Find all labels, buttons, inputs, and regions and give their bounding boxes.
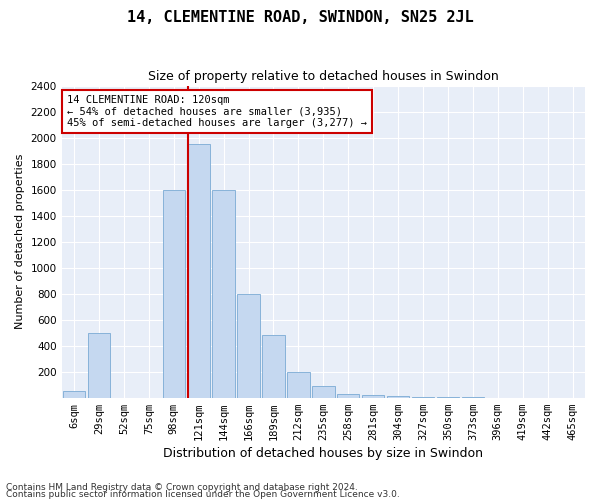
Text: Contains public sector information licensed under the Open Government Licence v3: Contains public sector information licen…: [6, 490, 400, 499]
Bar: [387, 396, 409, 398]
Bar: [287, 372, 310, 398]
Bar: [412, 397, 434, 398]
Bar: [262, 336, 285, 398]
Text: Contains HM Land Registry data © Crown copyright and database right 2024.: Contains HM Land Registry data © Crown c…: [6, 484, 358, 492]
Bar: [212, 190, 235, 398]
Title: Size of property relative to detached houses in Swindon: Size of property relative to detached ho…: [148, 70, 499, 83]
Bar: [337, 394, 359, 398]
Bar: [362, 395, 385, 398]
Bar: [63, 391, 85, 398]
Y-axis label: Number of detached properties: Number of detached properties: [15, 154, 25, 330]
Bar: [312, 386, 335, 398]
Bar: [88, 332, 110, 398]
X-axis label: Distribution of detached houses by size in Swindon: Distribution of detached houses by size …: [163, 447, 484, 460]
Bar: [238, 294, 260, 398]
Text: 14 CLEMENTINE ROAD: 120sqm
← 54% of detached houses are smaller (3,935)
45% of s: 14 CLEMENTINE ROAD: 120sqm ← 54% of deta…: [67, 95, 367, 128]
Bar: [163, 190, 185, 398]
Bar: [188, 144, 210, 398]
Text: 14, CLEMENTINE ROAD, SWINDON, SN25 2JL: 14, CLEMENTINE ROAD, SWINDON, SN25 2JL: [127, 10, 473, 25]
